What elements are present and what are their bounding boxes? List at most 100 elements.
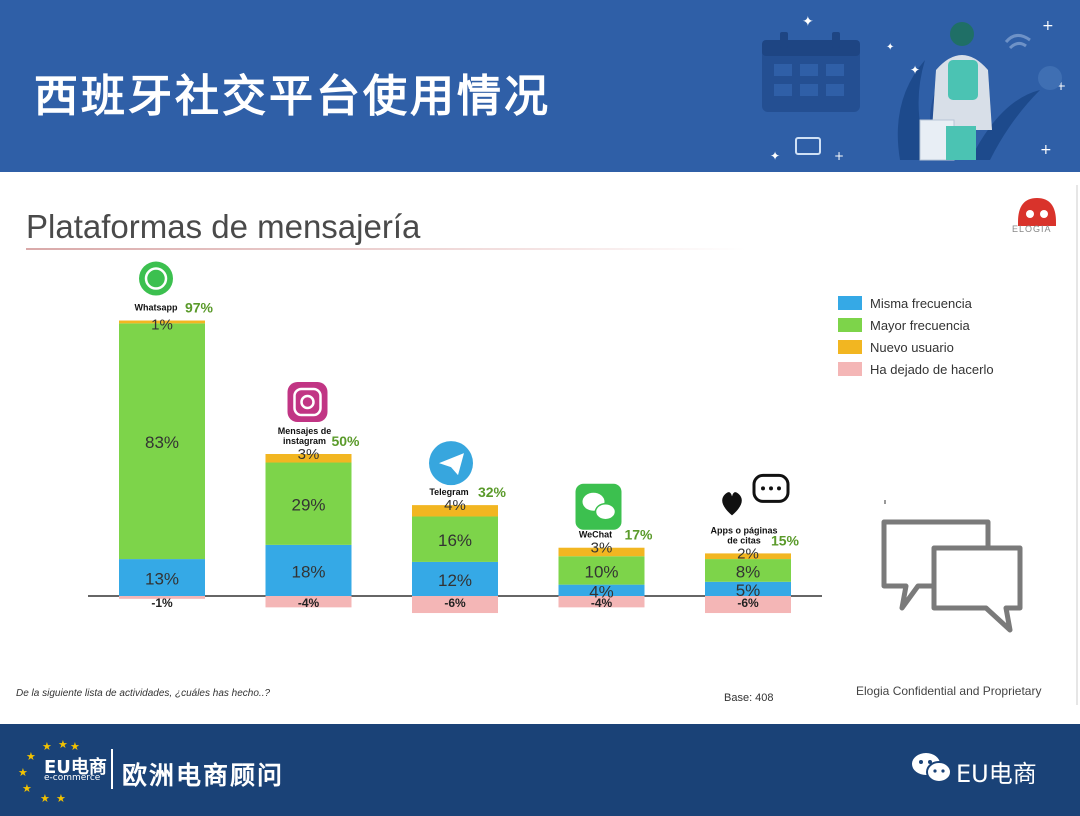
legend-item: Nuevo usuario — [838, 336, 994, 358]
bar-segment-misma — [705, 581, 791, 596]
total-label: 32% — [478, 484, 507, 500]
legend-swatch — [838, 318, 862, 332]
instagram-icon — [287, 382, 328, 422]
telegram-icon-plane — [439, 453, 464, 476]
bar-segment-nuevo — [119, 320, 205, 324]
svg-text:★: ★ — [56, 792, 66, 805]
svg-text:✦: ✦ — [770, 149, 780, 163]
question-footnote: De la siguiente lista de actividades, ¿c… — [16, 688, 271, 699]
category-label: instagram — [283, 436, 326, 446]
confidential-note: Elogia Confidential and Proprietary — [856, 684, 1042, 698]
whatsapp-icon-ring — [144, 267, 168, 290]
svg-text:+: + — [1056, 79, 1066, 93]
instagram-icon-lens — [300, 394, 315, 410]
bar-segment-misma — [265, 544, 352, 596]
data-label-misma: 4% — [589, 582, 614, 601]
total-label: 15% — [771, 532, 800, 548]
category-label: WeChat — [579, 530, 612, 540]
category-label: Mensajes de — [278, 426, 332, 436]
data-label-mayor: 16% — [438, 531, 472, 550]
data-label-nuevo: 2% — [737, 545, 759, 562]
chart-legend: Misma frecuencia Mayor frecuencia Nuevo … — [838, 292, 994, 380]
bar-segment-misma — [558, 584, 645, 596]
bar-segment-misma — [119, 559, 205, 596]
legend-item: Ha dejado de hacerlo — [838, 358, 994, 380]
legend-item: Mayor frecuencia — [838, 314, 994, 336]
legend-swatch — [838, 362, 862, 376]
data-label-misma: 13% — [145, 570, 179, 589]
bar-segment-dejado — [558, 596, 645, 608]
svg-text:★: ★ — [58, 738, 68, 751]
data-label-misma: 5% — [736, 581, 761, 600]
chat-bubbles-icon — [881, 500, 1023, 633]
svg-text:★: ★ — [18, 766, 28, 779]
bar-segment-misma — [412, 561, 498, 596]
wechat-icon-bubble2 — [594, 502, 617, 521]
eu-stars-icon: ★ ★★ ★★★ ★★ — [18, 738, 80, 805]
data-label-dejado: -1% — [151, 596, 173, 610]
title-underline — [26, 248, 746, 250]
chart-title: Plataformas de mensajería — [26, 208, 421, 245]
legend-swatch — [838, 296, 862, 310]
bar-segment-mayor — [265, 462, 352, 545]
data-label-misma: 18% — [291, 562, 325, 581]
bar-segment-nuevo — [558, 547, 645, 557]
bar-segment-mayor — [705, 559, 791, 582]
footer-divider — [111, 749, 113, 789]
footer-banner — [0, 724, 1080, 816]
svg-text:+: + — [834, 149, 844, 163]
bar-segment-dejado — [705, 596, 791, 614]
category-label: Telegram — [429, 487, 468, 497]
legend-label: Ha dejado de hacerlo — [870, 361, 994, 377]
instagram-icon-frame — [293, 387, 322, 417]
legend-label: Nuevo usuario — [870, 339, 954, 355]
eu-logo: EU电商 — [44, 757, 107, 778]
slide-edge — [1076, 185, 1078, 705]
data-label-dejado: -6% — [444, 596, 466, 610]
total-label: 97% — [185, 300, 214, 316]
data-label-dejado: -6% — [737, 596, 759, 610]
ecommerce-illustration: ✦ + + ✦ + ✦ + ✦ — [762, 14, 1066, 163]
svg-text:★: ★ — [42, 740, 52, 753]
bar-segment-dejado — [119, 596, 205, 599]
elogia-logo-text: ELOGIA — [1012, 224, 1052, 234]
legend-swatch — [838, 340, 862, 354]
chat-icon-dot — [777, 486, 781, 491]
data-label-mayor: 8% — [736, 562, 761, 581]
chat-icon-dot — [769, 486, 773, 491]
category-label: Apps o páginas — [710, 525, 777, 535]
svg-text:✦: ✦ — [802, 14, 814, 30]
bar-segment-nuevo — [705, 553, 791, 560]
category-label: Whatsapp — [134, 303, 178, 313]
data-label-dejado: -4% — [591, 596, 613, 610]
legend-item: Misma frecuencia — [838, 292, 994, 314]
elogia-logo — [1018, 198, 1056, 226]
svg-text:✦: ✦ — [886, 42, 894, 53]
data-label-nuevo: 1% — [151, 317, 173, 334]
data-label-nuevo: 4% — [444, 497, 466, 514]
svg-text:★: ★ — [40, 792, 50, 805]
stacked-bar-chart: 13% 83% 1% -1% Whatsapp 97% 18% 29% 3% -4% Mensaje… — [88, 261, 822, 614]
legend-label: Mayor frecuencia — [870, 317, 970, 333]
eu-logo-sub: e-commerce — [44, 773, 101, 783]
data-label-mayor: 83% — [145, 433, 179, 452]
wechat-icon — [912, 753, 952, 783]
bar-segment-nuevo — [412, 505, 498, 517]
bar-segment-dejado — [265, 596, 352, 608]
data-label-mayor: 29% — [291, 496, 325, 515]
svg-text:★: ★ — [22, 782, 32, 795]
bar-segment-nuevo — [265, 454, 352, 463]
total-label: 50% — [331, 433, 360, 449]
data-label-dejado: -4% — [298, 596, 320, 610]
footer-wechat-label: EU电商 — [956, 760, 1037, 788]
data-label-misma: 12% — [438, 571, 472, 590]
svg-text:★: ★ — [26, 750, 36, 763]
whatsapp-icon — [139, 261, 173, 296]
data-label-nuevo: 3% — [298, 446, 320, 463]
total-label: 17% — [624, 527, 653, 543]
data-label-mayor: 10% — [584, 562, 618, 581]
bar-segment-mayor — [558, 556, 645, 585]
page-title: 西班牙社交平台使用情况 — [34, 71, 551, 122]
category-label: de citas — [727, 535, 761, 545]
data-label-nuevo: 3% — [591, 540, 613, 557]
